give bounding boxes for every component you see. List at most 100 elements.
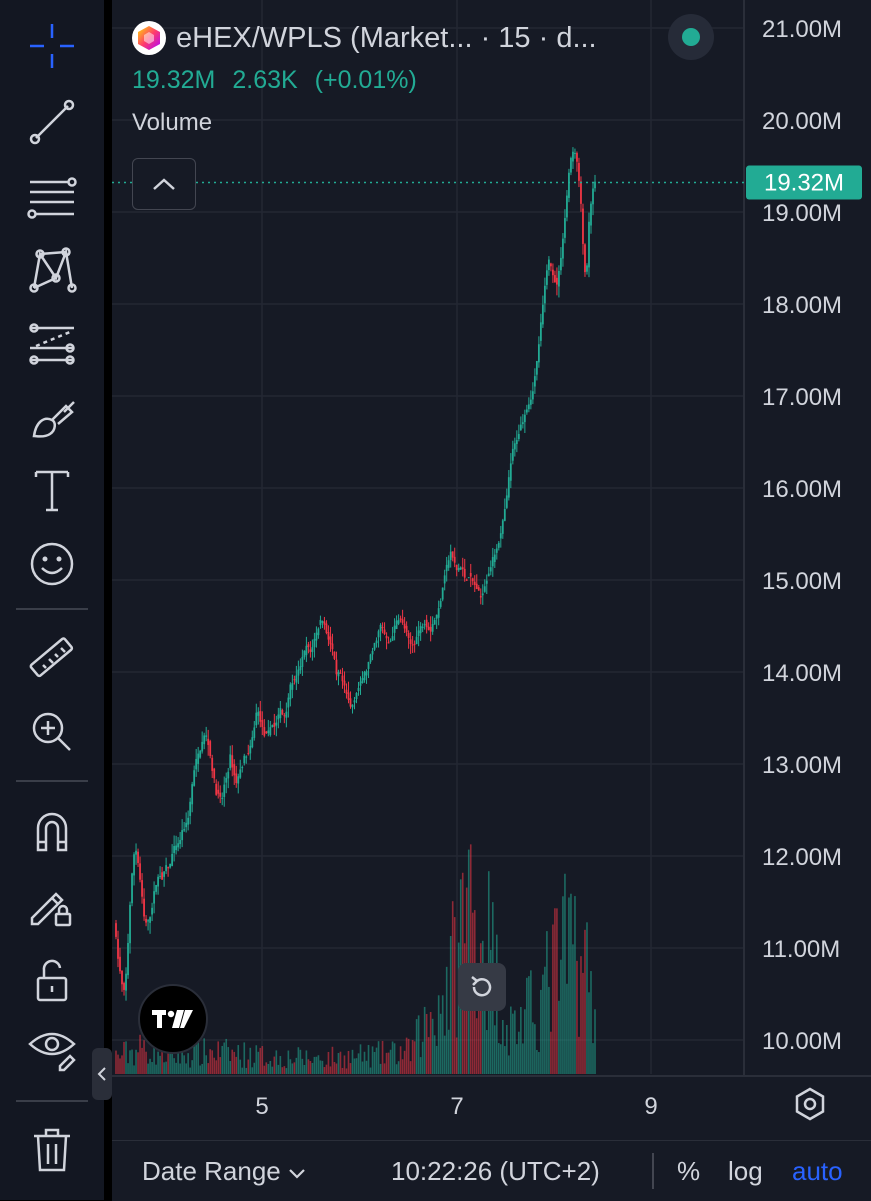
volume-bar [413, 1041, 416, 1074]
volume-bar [119, 1058, 121, 1074]
volume-bar [435, 1045, 438, 1074]
text-icon[interactable] [20, 460, 84, 520]
candle-body [592, 188, 594, 205]
volume-bar [393, 1043, 396, 1074]
candle-body [335, 659, 338, 675]
symbol-title[interactable]: eHEX/WPLS (Market... · 15 · d... [176, 21, 597, 54]
candle-body [435, 614, 438, 619]
chart-pane[interactable]: 21.00M 20.00M 19.00M 18.00M 17.00M 16.00M 15.0… [112, 0, 871, 1201]
volume-bar [375, 1047, 378, 1074]
prediction-icon[interactable] [20, 314, 84, 374]
chart-settings-button[interactable] [788, 1082, 832, 1126]
ruler-icon[interactable] [20, 628, 84, 688]
candle-body [439, 601, 442, 607]
candle-body [545, 270, 548, 285]
candle-body [241, 766, 244, 769]
volume-bar [295, 1057, 298, 1074]
volume-bar [528, 976, 530, 1074]
volume-bar [333, 1061, 336, 1074]
date-range-button[interactable]: Date Range [142, 1156, 306, 1187]
candlestick-series [115, 147, 596, 1001]
volume-bar [179, 1063, 181, 1074]
volume-bar [165, 1061, 167, 1074]
market-status-icon[interactable] [668, 14, 714, 60]
collapse-toolbar-button[interactable] [92, 1048, 112, 1100]
candle-body [535, 360, 538, 375]
eye-icon[interactable] [20, 1016, 84, 1076]
pattern-icon[interactable] [20, 240, 84, 300]
volume-bar [155, 1064, 157, 1074]
candle-body [481, 593, 484, 596]
volume-bar [329, 1066, 332, 1074]
volume-bar [483, 974, 486, 1074]
candle-body [495, 548, 498, 553]
clock-timezone[interactable]: 10:22:26 (UTC+2) [391, 1156, 600, 1186]
volume-bar [379, 1063, 382, 1074]
volume-bar [263, 1065, 266, 1074]
trend-line-icon[interactable] [20, 92, 84, 152]
volume-bar [429, 1011, 432, 1074]
crosshair-icon[interactable] [20, 16, 84, 76]
candle-body [347, 692, 350, 700]
collapse-legend-button[interactable] [132, 158, 196, 210]
candle-body [584, 244, 586, 273]
volume-bar [500, 1044, 502, 1074]
unlock-icon[interactable] [20, 950, 84, 1010]
brush-icon[interactable] [20, 388, 84, 448]
candle-body [381, 627, 384, 629]
magnet-icon[interactable] [20, 800, 84, 860]
volume-bar [335, 1063, 338, 1074]
lock-drawing-icon[interactable] [20, 874, 84, 934]
volume-bar [305, 1050, 308, 1074]
candle-body [582, 208, 584, 244]
emoji-icon[interactable] [20, 534, 84, 594]
candle-body [513, 443, 516, 450]
candle-body [305, 645, 308, 656]
price-tick-label: 19.00M [762, 200, 842, 227]
candle-body [393, 625, 396, 633]
chart-legend: eHEX/WPLS (Market... · 15 · d... 19.32M … [132, 16, 597, 137]
volume-bar [131, 1049, 133, 1074]
volume-bar [445, 966, 448, 1074]
volume-bar [584, 929, 586, 1074]
volume-bar [409, 1061, 412, 1074]
candle-body [147, 920, 149, 922]
volume-bar [415, 1019, 418, 1074]
time-tick-label: 7 [450, 1093, 463, 1120]
chevron-up-icon [153, 178, 175, 190]
candle-body [401, 619, 404, 623]
volume-bar [530, 970, 532, 1074]
candle-body [209, 741, 212, 756]
reset-chart-button[interactable] [458, 963, 506, 1011]
volume-bar [566, 983, 568, 1074]
candle-body [586, 265, 588, 272]
candle-body [543, 285, 546, 304]
volume-bar [141, 1047, 143, 1074]
volume-bar [203, 1038, 205, 1074]
volume-bar [433, 1035, 436, 1074]
volume-bar [455, 1037, 458, 1074]
last-price: 19.32M [132, 66, 216, 94]
log-scale-toggle[interactable]: log [728, 1156, 763, 1186]
candle-body [443, 575, 446, 584]
volume-bar [576, 960, 578, 1074]
volume-bar [502, 1019, 504, 1074]
candle-body [315, 632, 318, 641]
fib-retracement-icon[interactable] [20, 168, 84, 228]
volume-bar [121, 1055, 123, 1074]
price-tick-label: 15.00M [762, 568, 842, 595]
candle-body [299, 666, 302, 671]
volume-indicator-label[interactable]: Volume [132, 109, 213, 136]
percent-scale-toggle[interactable]: % [677, 1156, 701, 1186]
candle-body [333, 651, 336, 659]
trash-icon[interactable] [20, 1120, 84, 1180]
date-range-label: Date Range [142, 1156, 281, 1186]
tradingview-logo[interactable] [138, 984, 208, 1054]
price-change: 2.63K [232, 66, 298, 94]
zoom-in-icon[interactable] [20, 702, 84, 762]
price-chart[interactable]: 21.00M 20.00M 19.00M 18.00M 17.00M 16.00M 15.0… [112, 0, 871, 1140]
volume-bar [283, 1066, 286, 1074]
auto-scale-toggle[interactable]: auto [792, 1156, 843, 1186]
candle-body [271, 725, 274, 728]
candle-body [527, 404, 530, 410]
